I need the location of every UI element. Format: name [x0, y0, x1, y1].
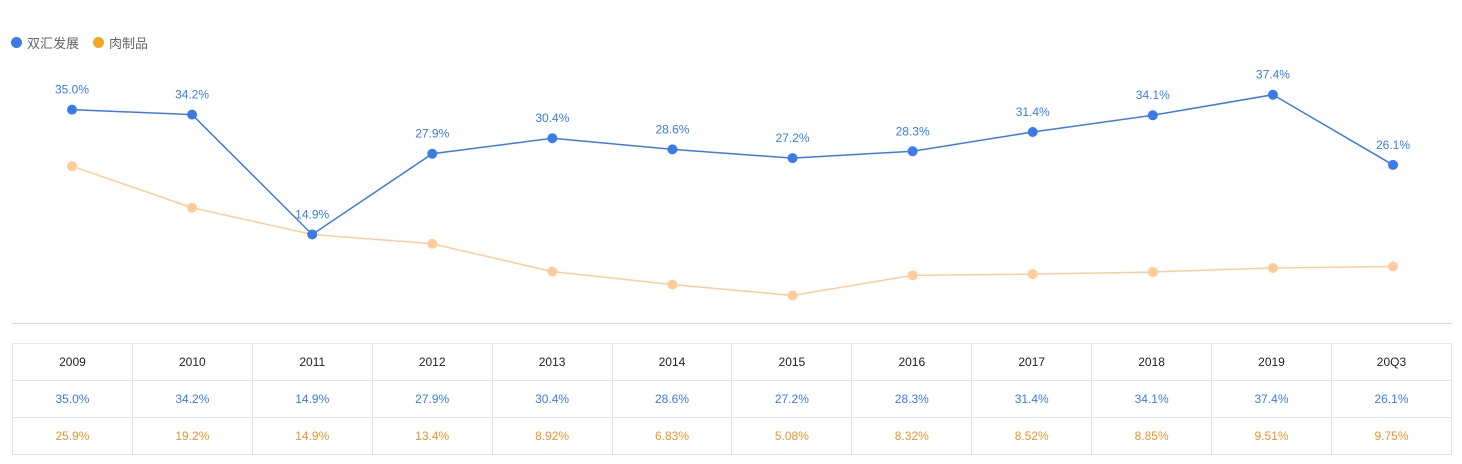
table-row-years-cell-2018: 2018	[1091, 343, 1213, 381]
table-row-years-cell-2017: 2017	[971, 343, 1093, 381]
table-row-shuanghui-cell-2013: 30.4%	[491, 380, 613, 418]
legend-label-meat: 肉制品	[109, 36, 149, 51]
table-row-shuanghui-cell-2016: 28.3%	[851, 380, 973, 418]
data-label-shuanghui-2019: 37.4%	[1256, 68, 1290, 82]
table-row-years-cell-2010: 2010	[131, 343, 253, 381]
point-meat-2013	[547, 266, 558, 277]
table-row-shuanghui-cell-2019: 37.4%	[1211, 380, 1332, 418]
line-chart: 35.0% 34.2% 14.9% 27.9% 30.4% 28.6% 27.2% 28.3%…	[55, 68, 1410, 301]
point-shuanghui-2014	[667, 144, 678, 155]
table-row-shuanghui-cell-2009: 35.0%	[12, 380, 133, 418]
point-meat-2014	[667, 279, 678, 290]
table-row-shuanghui-cell-2017: 31.4%	[971, 380, 1093, 418]
point-shuanghui-2015	[787, 153, 798, 164]
table-row-meat: 25.9% 19.2% 14.9% 13.4% 8.92% 6.83% 5.08% 8.32%…	[12, 417, 1453, 455]
table-row-years-cell-20Q3: 20Q3	[1330, 343, 1453, 381]
table-row-meat-cell-2011: 14.9%	[251, 417, 373, 455]
series-line-meat	[71, 165, 1394, 297]
point-shuanghui-2009	[67, 104, 77, 115]
table-row-meat-cell-2016: 8.32%	[851, 417, 973, 455]
data-label-shuanghui-2015: 27.2%	[776, 131, 810, 145]
table-row-meat-cell-2017: 8.52%	[971, 417, 1093, 455]
point-meat-20Q3	[1388, 261, 1398, 272]
table-row-shuanghui-cell-20Q3: 26.1%	[1330, 380, 1453, 418]
point-meat-2009	[67, 161, 77, 172]
point-shuanghui-2012	[427, 148, 438, 159]
point-shuanghui-2016	[907, 146, 918, 157]
point-meat-2017	[1027, 269, 1038, 280]
point-meat-2016	[907, 270, 918, 281]
table-row-shuanghui-cell-2014: 28.6%	[611, 380, 733, 418]
data-label-shuanghui-2010: 34.2%	[175, 88, 209, 102]
point-shuanghui-2013	[547, 133, 558, 144]
data-label-shuanghui-2011: 14.9%	[295, 207, 329, 221]
table-row-shuanghui-cell-2012: 27.9%	[371, 380, 493, 418]
table-row-years-cell-2009: 2009	[12, 343, 133, 381]
data-label-shuanghui-2012: 27.9%	[415, 127, 449, 141]
table-row-meat-cell-2014: 6.83%	[611, 417, 733, 455]
table-row-shuanghui-cell-2011: 14.9%	[251, 380, 373, 418]
point-shuanghui-2010	[187, 109, 198, 120]
table-row-years-cell-2015: 2015	[731, 343, 853, 381]
table-row-meat-cell-2019: 9.51%	[1211, 417, 1332, 455]
data-label-shuanghui-2009: 35.0%	[55, 83, 89, 97]
legend-label-shuanghui: 双汇发展	[27, 36, 80, 51]
point-meat-2010	[187, 202, 198, 213]
table-row-meat-cell-2018: 8.85%	[1091, 417, 1213, 455]
point-shuanghui-2017	[1027, 127, 1038, 138]
data-label-shuanghui-2018: 34.1%	[1136, 88, 1170, 102]
point-meat-2018	[1147, 267, 1158, 278]
table-row-meat-cell-2015: 5.08%	[731, 417, 853, 455]
table-row-years-cell-2019: 2019	[1211, 343, 1332, 381]
x-axis-line	[12, 323, 1452, 324]
data-label-shuanghui-2013: 30.4%	[535, 111, 569, 125]
point-meat-2012	[427, 238, 438, 249]
point-shuanghui-2018	[1147, 110, 1158, 121]
table-row-shuanghui-cell-2015: 27.2%	[731, 380, 853, 418]
table-row-years-cell-2011: 2011	[251, 343, 373, 381]
table-row-meat-cell-2009: 25.9%	[12, 417, 133, 455]
table-row-shuanghui: 35.0% 34.2% 14.9% 27.9% 30.4% 28.6% 27.2% 28.3%…	[12, 380, 1453, 418]
table-row-years-cell-2016: 2016	[851, 343, 973, 381]
data-label-shuanghui-2017: 31.4%	[1016, 105, 1050, 119]
point-shuanghui-20Q3	[1388, 159, 1398, 170]
table-row-years-cell-2014: 2014	[611, 343, 733, 381]
point-shuanghui-2011	[307, 229, 318, 240]
table-row-years: 2009 2010 2011 2012 2013 2014 2015 2016 2017 2018…	[12, 343, 1453, 381]
series-line-shuanghui	[71, 93, 1394, 236]
table-row-years-cell-2013: 2013	[491, 343, 613, 381]
data-label-shuanghui-2016: 28.3%	[896, 124, 930, 138]
legend-item-meat[interactable]: 肉制品	[93, 33, 148, 52]
table-row-meat-cell-20Q3: 9.75%	[1330, 417, 1453, 455]
point-meat-2015	[787, 290, 798, 301]
table-row-meat-cell-2013: 8.92%	[491, 417, 613, 455]
legend-item-shuanghui[interactable]: 双汇发展	[11, 33, 79, 52]
legend: 双汇发展 肉制品	[11, 33, 162, 52]
point-shuanghui-2019	[1267, 89, 1278, 100]
table-row-years-cell-2012: 2012	[371, 343, 493, 381]
table-row-shuanghui-cell-2018: 34.1%	[1091, 380, 1213, 418]
table-row-shuanghui-cell-2010: 34.2%	[131, 380, 253, 418]
table-row-meat-cell-2010: 19.2%	[131, 417, 253, 455]
point-meat-2019	[1267, 262, 1278, 273]
table-row-meat-cell-2012: 13.4%	[371, 417, 493, 455]
data-label-shuanghui-20Q3: 26.1%	[1376, 138, 1410, 152]
data-table: 2009 2010 2011 2012 2013 2014 2015 2016 2017 2018…	[12, 343, 1453, 455]
legend-dot-shuanghui	[11, 37, 22, 48]
data-label-shuanghui-2014: 28.6%	[655, 122, 689, 136]
legend-dot-meat	[93, 37, 105, 48]
